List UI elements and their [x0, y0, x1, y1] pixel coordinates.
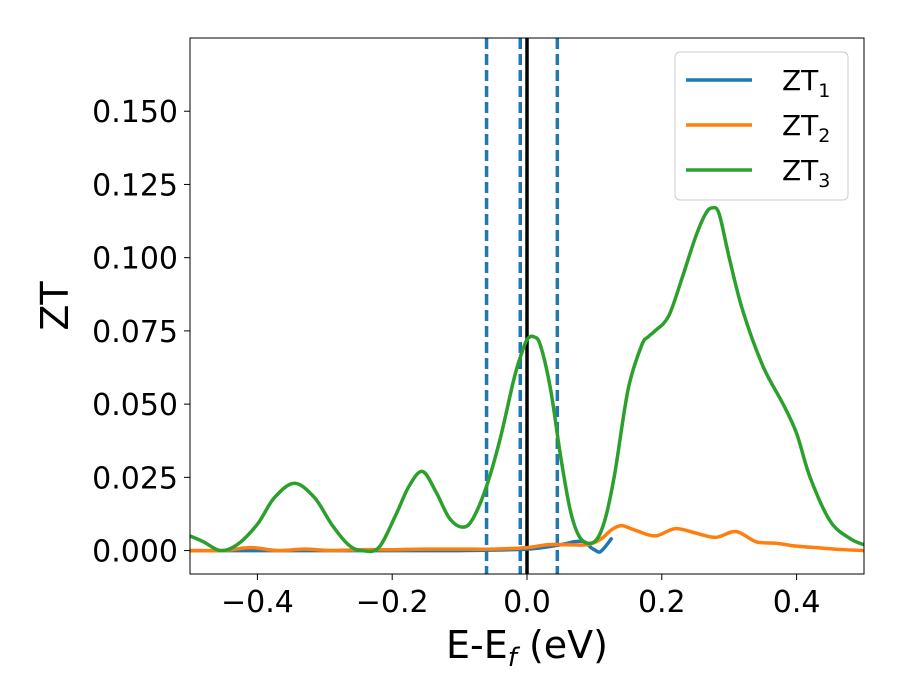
legend-label-text: ZT [782, 109, 819, 142]
x-tick-label: −0.2 [356, 585, 429, 620]
x-axis-label-unit: (eV) [517, 623, 608, 667]
legend-label-zt2: ZT2 [782, 109, 830, 147]
y-axis-label: ZT [33, 281, 77, 331]
y-tick-label: 0.050 [92, 388, 178, 423]
x-tick-label: 0.4 [773, 585, 821, 620]
x-tick-label: −0.4 [221, 585, 294, 620]
legend-label-text: ZT [782, 64, 819, 97]
x-tick-label: 0.0 [503, 585, 551, 620]
y-tick-label: 0.000 [92, 535, 178, 570]
legend-label-text: ZT [782, 154, 819, 187]
legend-label-zt1: ZT1 [782, 64, 830, 102]
y-tick-label: 0.075 [92, 315, 178, 350]
legend-label-zt3: ZT3 [782, 154, 830, 192]
x-tick-label: 0.2 [638, 585, 686, 620]
x-axis-label: E-Ef (eV) [446, 623, 608, 673]
y-tick-label: 0.100 [92, 242, 178, 277]
y-tick-label: 0.150 [92, 95, 178, 130]
legend-label-subscript: 1 [818, 80, 830, 102]
legend-label-subscript: 2 [818, 125, 830, 147]
x-axis-label-main: E-E [446, 623, 508, 667]
y-tick-label: 0.125 [92, 168, 178, 203]
legend-box [674, 51, 849, 201]
y-tick-label: 0.025 [92, 461, 178, 496]
series-line-zt3 [190, 205, 864, 554]
legend-label-subscript: 3 [818, 170, 830, 192]
